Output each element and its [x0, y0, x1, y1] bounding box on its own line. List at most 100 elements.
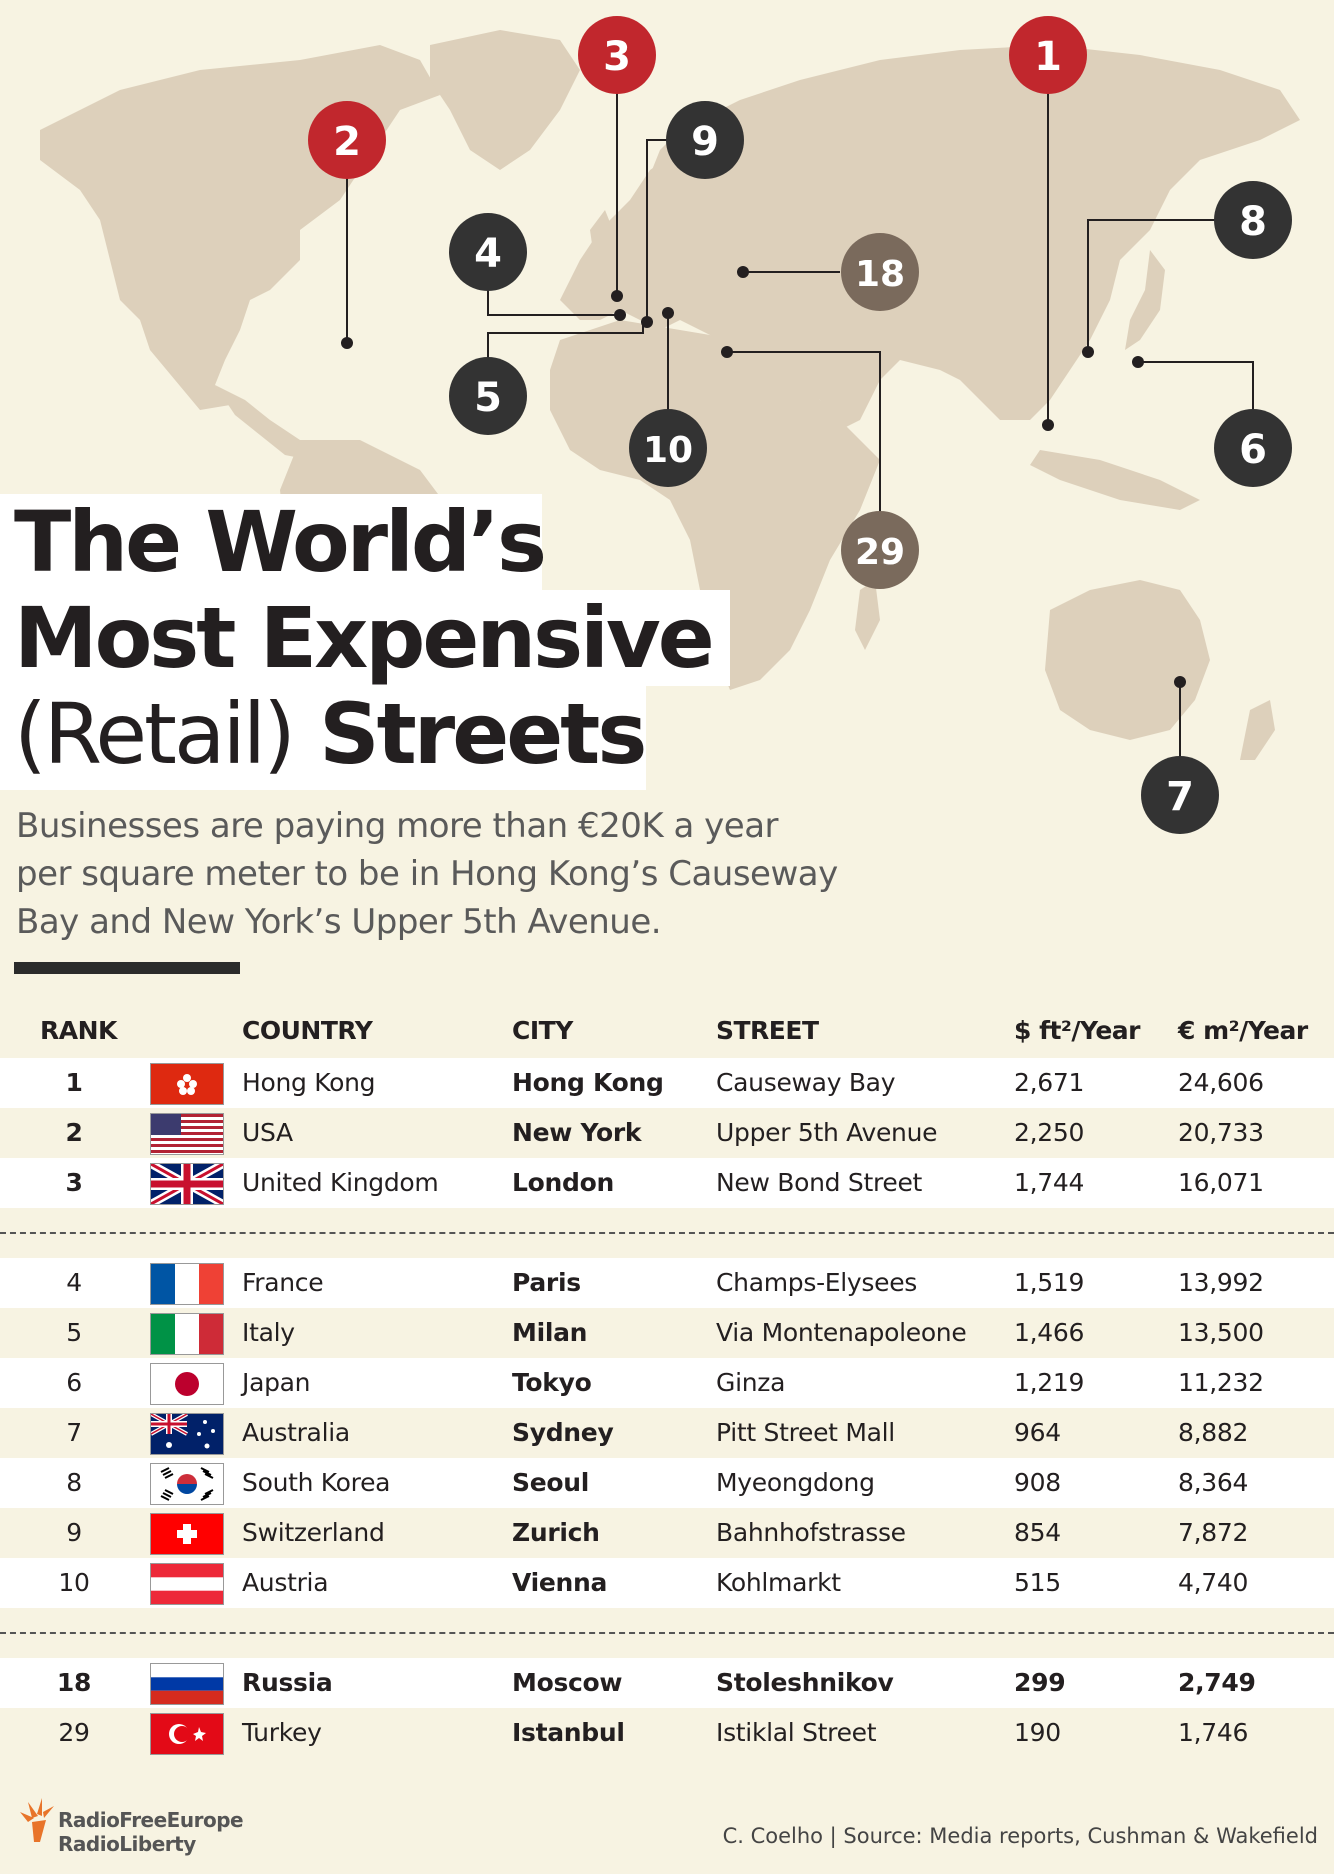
africa-shape	[550, 320, 880, 690]
logo-line-1: RadioFreeEurope	[58, 1808, 244, 1832]
marker-3: 3	[578, 16, 656, 94]
table-row: 5 Italy Milan Via Montenapoleone 1,466 1…	[0, 1308, 1334, 1358]
rank-cell: 9	[66, 1518, 82, 1547]
rank-cell: 18	[56, 1668, 92, 1697]
street-cell: Stoleshnikov	[716, 1668, 894, 1697]
street-cell: Bahnhofstrasse	[716, 1518, 906, 1547]
rank-cell: 2	[65, 1118, 83, 1147]
marker-4: 4	[449, 213, 527, 291]
city-cell: Moscow	[512, 1668, 623, 1697]
eur-cell: 8,882	[1178, 1418, 1249, 1447]
australia-flag	[150, 1413, 224, 1455]
marker-label: 2	[333, 119, 361, 165]
eur-cell: 24,606	[1178, 1068, 1264, 1097]
title-band-3	[0, 686, 646, 790]
header-usd: $ ft²/Year	[1014, 1016, 1140, 1045]
table-separator	[0, 1632, 1334, 1634]
subtitle-line: Businesses are paying more than €20K a y…	[16, 806, 779, 846]
eur-cell: 1,746	[1178, 1718, 1249, 1747]
subtitle-line: per square meter to be in Hong Kong’s Ca…	[16, 854, 838, 894]
marker-label: 1	[1034, 34, 1062, 80]
map-markers: 1 2 3 4 5 6 7 8	[308, 16, 1292, 834]
eur-cell: 13,992	[1178, 1268, 1264, 1297]
city-cell: Sydney	[512, 1418, 614, 1447]
torch-icon	[20, 1798, 54, 1842]
usd-cell: 964	[1014, 1418, 1061, 1447]
eurasia-shape	[560, 45, 1300, 430]
country-cell: USA	[242, 1118, 293, 1147]
source-credit: C. Coelho | Source: Media reports, Cushm…	[722, 1824, 1318, 1848]
eur-cell: 16,071	[1178, 1168, 1264, 1197]
country-cell: Australia	[242, 1418, 350, 1447]
country-cell: Switzerland	[242, 1518, 385, 1547]
france-flag	[150, 1263, 224, 1305]
city-cell: Milan	[512, 1318, 588, 1347]
australia-shape	[1045, 580, 1210, 740]
country-cell: France	[242, 1268, 324, 1297]
marker-8: 8	[1214, 181, 1292, 259]
madagascar-shape	[855, 580, 880, 650]
subtitle-line: Bay and New York’s Upper 5th Avenue.	[16, 902, 662, 942]
austria-flag	[150, 1563, 224, 1605]
street-cell: Istiklal Street	[716, 1718, 877, 1747]
street-cell: Ginza	[716, 1368, 786, 1397]
rank-cell: 6	[66, 1368, 82, 1397]
country-cell: Hong Kong	[242, 1068, 376, 1097]
street-cell: Upper 5th Avenue	[716, 1118, 938, 1147]
eur-cell: 7,872	[1178, 1518, 1249, 1547]
marker-10: 10	[629, 409, 707, 487]
logo-text: RadioFreeEurope RadioLiberty	[58, 1808, 244, 1856]
marker-label: 4	[474, 231, 502, 277]
usd-cell: 854	[1014, 1518, 1061, 1547]
usd-cell: 2,250	[1014, 1118, 1085, 1147]
city-dots	[341, 266, 1186, 688]
eur-cell: 2,749	[1178, 1668, 1256, 1697]
header-eur: € m²/Year	[1178, 1016, 1308, 1045]
subtitle: Businesses are paying more than €20K a y…	[16, 802, 838, 946]
header-street: STREET	[716, 1016, 819, 1045]
rank-cell: 3	[65, 1168, 83, 1197]
page-title-line-2: Most Expensive	[14, 589, 715, 687]
title-band-1	[0, 494, 542, 590]
marker-label: 29	[855, 532, 905, 573]
logo-line-2: RadioLiberty	[58, 1832, 196, 1856]
marker-label: 10	[643, 430, 693, 471]
table-row: 3 United Kingdom London New Bond Street …	[0, 1158, 1334, 1208]
title-rule	[14, 962, 240, 974]
usd-cell: 1,466	[1014, 1318, 1085, 1347]
marker-9: 9	[666, 101, 744, 179]
country-cell: Russia	[242, 1668, 333, 1697]
central-america-shape	[215, 385, 310, 460]
country-cell: South Korea	[242, 1468, 391, 1497]
indonesia-shape	[1030, 450, 1200, 510]
marker-label: 18	[855, 254, 905, 295]
title-band-2	[0, 590, 730, 686]
page-title-line-3: (Retail) Streets	[14, 692, 647, 776]
street-cell: Kohlmarkt	[716, 1568, 841, 1597]
marker-label: 8	[1239, 199, 1267, 245]
city-cell: New York	[512, 1118, 642, 1147]
country-cell: Austria	[242, 1568, 329, 1597]
rank-cell: 10	[58, 1568, 90, 1597]
switzerland-flag	[150, 1513, 224, 1555]
marker-2: 2	[308, 101, 386, 179]
city-cell: Istanbul	[512, 1718, 625, 1747]
street-cell: New Bond Street	[716, 1168, 923, 1197]
city-cell: Seoul	[512, 1468, 590, 1497]
eur-cell: 20,733	[1178, 1118, 1264, 1147]
street-cell: Causeway Bay	[716, 1068, 896, 1097]
japan-flag	[150, 1363, 224, 1405]
marker-label: 7	[1166, 774, 1194, 820]
city-cell: Zurich	[512, 1518, 600, 1547]
city-cell: Paris	[512, 1268, 581, 1297]
header-country: COUNTRY	[242, 1016, 373, 1045]
italy-flag	[150, 1313, 224, 1355]
hong-kong-flag	[150, 1063, 224, 1105]
usa-flag	[150, 1113, 224, 1155]
city-cell: Vienna	[512, 1568, 608, 1597]
page-title-line-1: The World’s	[14, 493, 547, 591]
header-rank: RANK	[40, 1016, 117, 1045]
marker-label: 9	[691, 119, 719, 165]
table-separator	[0, 1232, 1334, 1234]
table-row: 29 Turkey Istanbul Istiklal Street 190 1…	[0, 1708, 1334, 1758]
